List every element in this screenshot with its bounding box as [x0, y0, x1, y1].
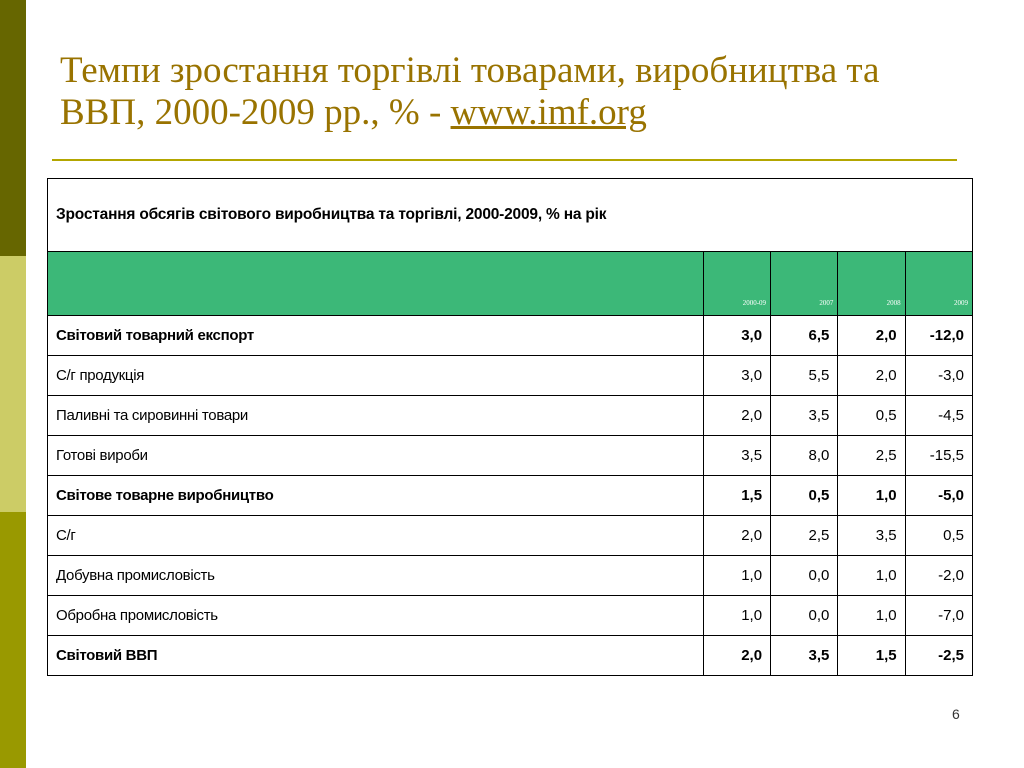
row-label: С/г	[47, 515, 704, 556]
table-header-row: 2000-09 2007 2008 2009	[47, 251, 974, 316]
source-link[interactable]: www.imf.org	[450, 92, 647, 133]
column-header: 2000-09	[702, 251, 772, 316]
slide-title: Темпи зростання торгівлі товарами, вироб…	[60, 50, 960, 134]
sidebar-stripe-bottom	[0, 512, 26, 768]
growth-table: Зростання обсягів світового виробництва …	[47, 178, 974, 676]
table-row: С/г 2,0 2,5 3,5 0,5	[47, 515, 974, 556]
table-caption-row: Зростання обсягів світового виробництва …	[47, 178, 973, 252]
value-cell: 1,5	[837, 635, 906, 676]
value-cell: 3,5	[702, 435, 772, 476]
row-label: Обробна промисловість	[47, 595, 704, 636]
header-empty-cell	[47, 251, 704, 316]
value-cell: 6,5	[770, 315, 839, 356]
value-cell: 3,0	[702, 355, 772, 396]
value-cell: 5,5	[770, 355, 839, 396]
row-label: Світове товарне виробництво	[47, 475, 704, 516]
value-cell: 1,5	[702, 475, 772, 516]
table-row: Світовий товарний експорт 3,0 6,5 2,0 -12,0	[47, 315, 974, 356]
column-header: 2007	[770, 251, 839, 316]
value-cell: 1,0	[702, 555, 772, 596]
row-label: Паливні та сировинні товари	[47, 395, 704, 436]
value-cell: 2,5	[837, 435, 906, 476]
value-cell: 0,5	[770, 475, 839, 516]
value-cell: -2,5	[904, 635, 974, 676]
value-cell: -5,0	[904, 475, 974, 516]
table-row: Готові вироби 3,5 8,0 2,5 -15,5	[47, 435, 974, 476]
table-row: Паливні та сировинні товари 2,0 3,5 0,5 -4,5	[47, 395, 974, 436]
value-cell: -4,5	[904, 395, 974, 436]
value-cell: -15,5	[904, 435, 974, 476]
title-text: Темпи зростання торгівлі товарами, вироб…	[60, 50, 880, 133]
column-header: 2009	[904, 251, 974, 316]
table-caption: Зростання обсягів світового виробництва …	[47, 178, 973, 252]
page-number: 6	[952, 706, 960, 722]
value-cell: 3,0	[702, 315, 772, 356]
value-cell: 1,0	[837, 595, 906, 636]
value-cell: 1,0	[837, 475, 906, 516]
value-cell: 1,0	[837, 555, 906, 596]
value-cell: 0,0	[770, 595, 839, 636]
value-cell: 2,0	[837, 315, 906, 356]
value-cell: 2,0	[702, 515, 772, 556]
row-label: Світовий товарний експорт	[47, 315, 704, 356]
value-cell: -2,0	[904, 555, 974, 596]
sidebar-stripe-middle	[0, 256, 26, 512]
value-cell: -7,0	[904, 595, 974, 636]
title-divider	[52, 159, 957, 161]
table-row: Світове товарне виробництво 1,5 0,5 1,0 -5,0	[47, 475, 974, 516]
value-cell: 2,0	[837, 355, 906, 396]
value-cell: 0,5	[837, 395, 906, 436]
value-cell: 2,0	[702, 395, 772, 436]
value-cell: -12,0	[904, 315, 974, 356]
value-cell: 0,5	[904, 515, 974, 556]
value-cell: 2,0	[702, 635, 772, 676]
value-cell: 3,5	[770, 395, 839, 436]
table-row: С/г продукція 3,0 5,5 2,0 -3,0	[47, 355, 974, 396]
value-cell: 3,5	[770, 635, 839, 676]
value-cell: 1,0	[702, 595, 772, 636]
value-cell: -3,0	[904, 355, 974, 396]
row-label: Добувна промисловість	[47, 555, 704, 596]
value-cell: 8,0	[770, 435, 839, 476]
table-row: Добувна промисловість 1,0 0,0 1,0 -2,0	[47, 555, 974, 596]
table-row: Світовий ВВП 2,0 3,5 1,5 -2,5	[47, 635, 974, 676]
table-row: Обробна промисловість 1,0 0,0 1,0 -7,0	[47, 595, 974, 636]
row-label: Готові вироби	[47, 435, 704, 476]
sidebar-stripe-top	[0, 0, 26, 256]
value-cell: 0,0	[770, 555, 839, 596]
value-cell: 3,5	[837, 515, 906, 556]
column-header: 2008	[837, 251, 906, 316]
row-label: Світовий ВВП	[47, 635, 704, 676]
row-label: С/г продукція	[47, 355, 704, 396]
value-cell: 2,5	[770, 515, 839, 556]
